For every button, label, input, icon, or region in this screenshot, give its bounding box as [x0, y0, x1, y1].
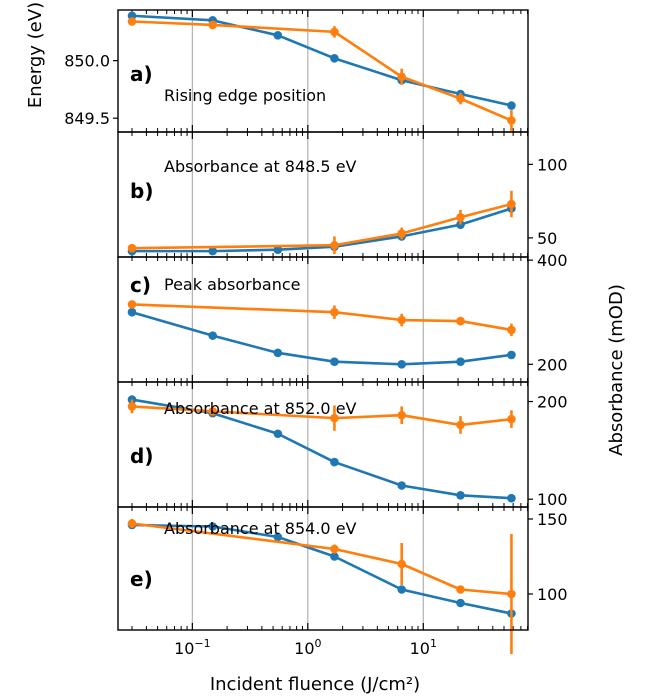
data-point: [208, 406, 217, 416]
panel-4: 100 200 Absorbance at 852.0 eV d): [117, 381, 568, 509]
data-point: [127, 17, 137, 26]
data-point: [456, 94, 465, 103]
y-axis-label-right: Absorbance (mOD): [606, 284, 627, 456]
data-point: [208, 331, 217, 340]
series-line: [131, 523, 512, 615]
y-tick-label: 100: [537, 585, 568, 604]
series-line: [131, 303, 512, 332]
data-point: [208, 522, 217, 531]
data-point: [330, 240, 339, 250]
series-orange: [127, 300, 516, 337]
data-point: [273, 348, 283, 358]
panel-title: Absorbance at 852.0 eV: [164, 399, 357, 418]
data-point: [397, 229, 406, 238]
data-point: [330, 552, 339, 561]
series-orange: [127, 17, 516, 131]
panel-1: 849.5 850.0 Rising edge position a): [64, 9, 529, 133]
data-point: [330, 27, 339, 37]
data-point: [507, 493, 516, 503]
series-orange: [127, 190, 516, 255]
panel-2: 50 100 Absorbance at 848.5 eV b): [117, 131, 568, 258]
panel-title: Absorbance at 854.0 eV: [164, 519, 357, 538]
data-point: [456, 490, 465, 500]
data-point: [397, 315, 406, 325]
x-axis: 10−1 100 101: [174, 637, 437, 658]
panel-title: Peak absorbance: [164, 275, 300, 294]
panel-label: c): [130, 273, 151, 297]
y-tick-label: 100: [537, 155, 568, 174]
series-blue: [127, 307, 516, 369]
data-point: [397, 585, 406, 594]
data-point: [127, 300, 137, 309]
data-point: [127, 402, 137, 411]
panels-group: 849.5 850.0 Rising edge position a) 50 100 Abs…: [64, 9, 568, 654]
panel-frame: [117, 506, 529, 631]
panel-label: b): [130, 179, 153, 203]
data-point: [127, 519, 137, 528]
x-axis-label: Incident fluence (J/cm²): [210, 674, 420, 695]
data-point: [507, 116, 516, 125]
series-line: [131, 20, 512, 122]
data-point: [507, 589, 516, 599]
data-point: [330, 544, 339, 554]
data-point: [397, 410, 406, 420]
data-point: [397, 481, 406, 490]
data-point: [208, 20, 217, 30]
data-point: [330, 457, 339, 467]
series-orange: [127, 519, 516, 654]
y-tick-label: 150: [537, 510, 568, 529]
y-axis-label-left: Energy (eV): [25, 2, 46, 108]
data-point: [330, 413, 339, 423]
y-tick-label: 200: [537, 393, 568, 412]
series-orange: [127, 399, 516, 434]
data-point: [456, 420, 465, 430]
y-tick-label: 850.0: [64, 52, 110, 71]
x-tick-label: 10−1: [174, 637, 211, 658]
panel-5: 100 150 Absorbance at 854.0 eV e): [117, 506, 568, 654]
data-point: [507, 101, 516, 110]
data-point: [456, 357, 465, 366]
data-point: [507, 199, 516, 209]
y-tick-label: 849.5: [64, 109, 110, 128]
y-tick-label: 50: [537, 229, 557, 248]
panel-title: Absorbance at 848.5 eV: [164, 157, 357, 176]
data-point: [397, 72, 406, 82]
data-point: [127, 307, 137, 317]
data-point: [208, 246, 217, 256]
data-point: [330, 54, 339, 63]
data-point: [330, 307, 339, 317]
y-tick-label: 200: [537, 355, 568, 374]
data-point: [507, 350, 516, 360]
data-point: [397, 359, 406, 369]
data-point: [273, 429, 283, 439]
series-line: [131, 405, 512, 427]
data-point: [127, 243, 137, 253]
data-point: [330, 357, 339, 366]
x-tick-label: 100: [294, 637, 321, 658]
data-point: [273, 31, 283, 40]
panel-title: Rising edge position: [164, 86, 326, 105]
panel-label: a): [130, 62, 153, 86]
data-point: [456, 212, 465, 222]
data-point: [507, 325, 516, 335]
data-point: [456, 598, 465, 608]
data-point: [273, 245, 283, 254]
y-tick-label: 400: [537, 251, 568, 270]
panel-3: 200 400 Peak absorbance c): [117, 251, 568, 383]
panel-frame: [117, 131, 529, 258]
data-point: [397, 559, 406, 569]
panel-label: d): [130, 444, 153, 468]
panel-label: e): [130, 567, 153, 591]
data-point: [273, 532, 283, 542]
data-point: [456, 585, 465, 594]
data-point: [456, 316, 465, 326]
y-tick-label: 100: [537, 490, 568, 509]
x-tick-label: 101: [410, 637, 437, 658]
data-point: [507, 414, 516, 424]
panel-frame: [117, 9, 529, 133]
